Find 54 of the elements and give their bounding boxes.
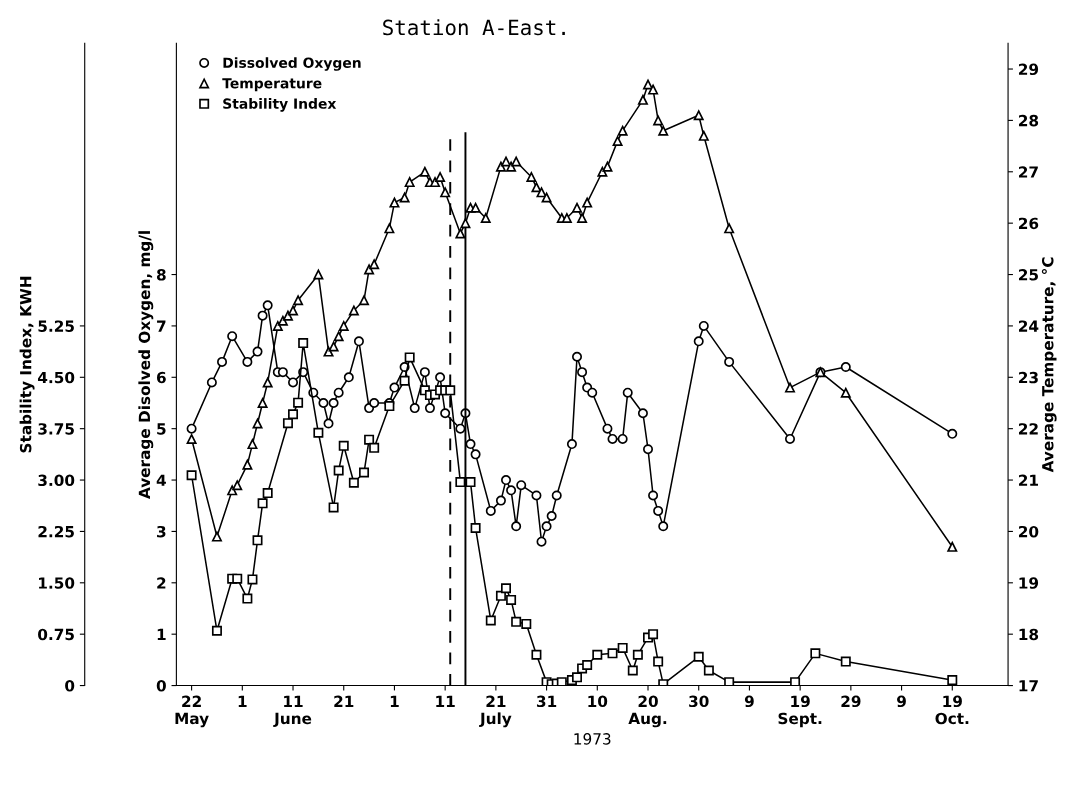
- legend-label: Stability Index: [223, 98, 337, 112]
- legend-label: Temperature: [222, 78, 322, 92]
- y-tick-label: 7: [157, 320, 166, 332]
- x-tick-label: 20 Aug.: [628, 695, 667, 728]
- y3-tick-label: 0: [65, 680, 75, 692]
- y-tick-label: 5: [157, 423, 166, 435]
- legend-label: Dissolved Oxygen: [223, 57, 361, 71]
- x-tick-label: 21: [334, 695, 354, 707]
- y-tick-label: 0: [156, 680, 166, 692]
- x-axis-title: 1973: [574, 733, 611, 745]
- y3-tick-label: 0.75: [38, 628, 74, 641]
- x-tick-label: 11: [436, 695, 455, 707]
- chart-title: Station A-East.: [383, 19, 565, 36]
- y-tick-label: 1: [157, 628, 166, 640]
- y3-tick-label: 5.25: [38, 320, 74, 332]
- y3-tick-label: 4.50: [37, 371, 75, 384]
- y2-axis-title: Average Temperature, °C: [1041, 257, 1057, 473]
- x-tick-label: 10: [588, 695, 608, 708]
- y2-tick-label: 29: [1019, 63, 1039, 76]
- y3-tick-label: 3.75: [38, 423, 74, 435]
- x-tick-label: 30: [689, 695, 709, 708]
- y2-tick-label: 27: [1019, 166, 1038, 178]
- y3-tick-label: 3.00: [38, 474, 75, 487]
- y-tick-label: 4: [156, 474, 166, 486]
- y-tick-label: 3: [157, 525, 166, 538]
- y2-tick-label: 20: [1019, 525, 1039, 538]
- y3-axis-title: Stability Index, KWH: [19, 276, 35, 453]
- y-axis-title: Average Disolved Oxygen, mg/l: [138, 231, 154, 499]
- y-tick-label: 2: [157, 577, 166, 589]
- x-tick-label: 31: [536, 695, 557, 708]
- y2-tick-label: 26: [1019, 217, 1039, 230]
- y2-tick-label: 24: [1019, 320, 1039, 332]
- x-tick-label: 29: [841, 695, 861, 708]
- y2-tick-label: 25: [1019, 269, 1038, 281]
- x-tick-label: 21 July: [479, 695, 512, 728]
- y-tick-label: 8: [156, 269, 166, 281]
- x-tick-label: 1: [238, 695, 247, 707]
- x-tick-label: 9: [744, 695, 754, 708]
- y3-tick-label: 2.25: [38, 525, 74, 538]
- y2-tick-label: 19: [1019, 577, 1039, 589]
- y-tick-label: 6: [156, 371, 166, 384]
- x-tick-label: 22 May: [175, 695, 209, 728]
- y3-tick-label: 1.50: [39, 577, 75, 589]
- y2-tick-label: 18: [1019, 628, 1039, 641]
- y2-tick-label: 22: [1019, 423, 1038, 435]
- y2-tick-label: 28: [1019, 114, 1039, 127]
- x-tick-label: 1: [390, 695, 399, 707]
- y2-tick-label: 21: [1019, 474, 1038, 486]
- x-tick-label: 19 Oct.: [935, 695, 969, 725]
- x-tick-label: 19 Sept.: [778, 695, 822, 728]
- x-tick-label: 9: [897, 695, 906, 708]
- x-tick-label: 11 June: [273, 695, 312, 728]
- y2-tick-label: 23: [1019, 371, 1038, 384]
- y2-tick-label: 17: [1019, 680, 1038, 692]
